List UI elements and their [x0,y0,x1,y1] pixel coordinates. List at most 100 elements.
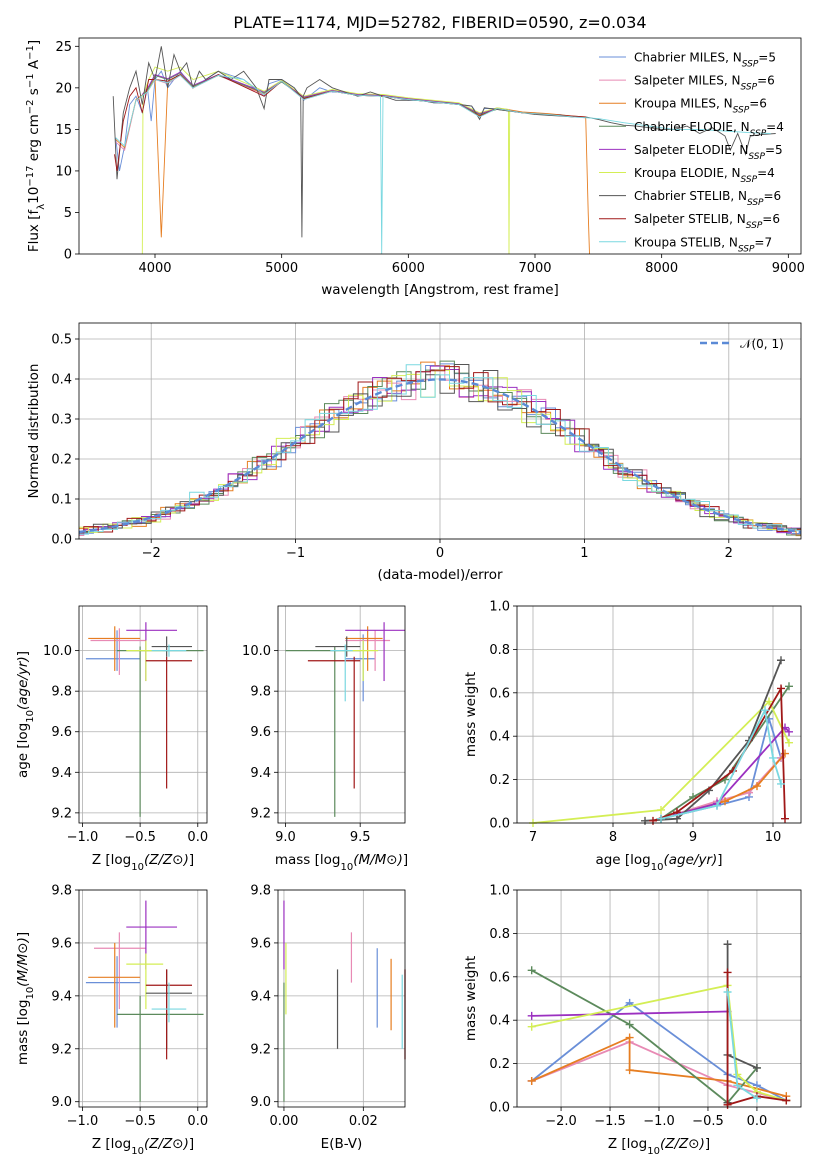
x-tick-label: 0.00 [269,1114,298,1129]
weight-series [644,659,782,822]
axes-frame [78,37,802,255]
x-axis-label: mass [log10(M/M⊙)] [275,852,408,873]
weight-marker [752,1094,761,1103]
y-axis-label: mass [log10(M/M⊙)] [15,932,36,1065]
weight-marker [723,1100,732,1109]
errorbar-point [126,953,164,1010]
y-tick-label: 0.5 [51,333,72,348]
x-tick-label: 2 [725,546,733,561]
y-tick-label: 9.8 [250,685,271,700]
y-tick-label: 9.4 [250,766,271,781]
x-tick-label: 9.5 [350,830,371,845]
spectrum-series [115,74,771,254]
x-tick-label: 6000 [392,261,425,276]
histogram-series [79,364,801,533]
y-tick-label: 0.1 [51,493,72,508]
errorbar-point [88,626,141,671]
y-tick-label: 9.6 [250,725,271,740]
y-tick-label: 9.2 [51,806,72,821]
x-tick-label: −1.0 [67,1114,99,1129]
spectrum-series [112,46,776,238]
weight-marker [782,1096,791,1105]
y-tick-label: 9.8 [51,884,72,899]
y-tick-label: 9.8 [51,685,72,700]
y-tick-label: 9.0 [250,1095,271,1110]
weight-series [532,699,790,824]
y-tick-label: 9.0 [51,1095,72,1110]
legend-label: Chabrier STELIB, NSSP=6 [634,189,781,208]
axes-frame [78,605,208,824]
errorbar-point [345,622,405,682]
x-tick-label: 8000 [645,261,678,276]
x-tick-label: 0.0 [747,1114,768,1129]
x-axis-label: age [log10(age/yr)] [595,852,722,873]
panel-weight_vs_age: 7 8 9 10 0.0 0.2 0.4 0.6 0.8 1.0 age [log10(age/yr… [463,600,802,873]
y-tick-label: 1.0 [489,600,510,615]
y-tick-label: 10.0 [242,644,271,659]
y-tick-label: 1.0 [489,884,510,899]
errorbar-point [126,900,178,970]
y-tick-label: 0.6 [489,970,510,985]
y-tick-label: 0.6 [489,686,510,701]
y-tick-label: 0.2 [489,773,510,788]
weight-marker [733,1081,742,1090]
y-tick-label: 0.0 [489,1101,510,1116]
errorbar-point [307,656,361,789]
weight-marker [753,782,761,791]
y-tick-label: 9.6 [51,725,72,740]
legend-label: Salpeter STELIB, NSSP=6 [634,212,780,231]
weight-series [726,972,787,1107]
weight-marker [625,1066,634,1075]
errorbar-point [93,932,146,1010]
x-tick-label: −1.0 [643,1114,675,1129]
x-tick-label: −1.0 [67,830,99,845]
errorbar-point [90,628,146,675]
weight-marker [713,801,721,810]
legend-label: Chabrier MILES, NSSP=5 [634,51,776,70]
x-tick-label: −1.5 [594,1114,626,1129]
y-tick-label: 0.8 [489,927,510,942]
normal-reference-curve [79,378,801,534]
x-tick-label: −2.0 [545,1114,577,1129]
legend-label: Salpeter ELODIE, NSSP=5 [634,143,783,162]
panel-age_vs_mass: 9.0 9.5 9.2 9.4 9.6 9.8 10.0 mass [log10(M/M⊙)] [242,605,408,873]
y-tick-label: 9.4 [51,766,72,781]
legend-label: Kroupa STELIB, NSSP=7 [634,235,772,254]
legend-label: Kroupa ELODIE, NSSP=4 [634,166,775,185]
y-tick-label: 9.2 [51,1042,72,1057]
x-tick-label: 1 [580,546,588,561]
y-tick-label: 0.8 [489,643,510,658]
weight-marker [625,1020,634,1029]
weight-marker [723,940,732,949]
y-tick-label: 9.8 [250,884,271,899]
errorbar-point [117,995,204,1102]
spectrum-series [115,74,586,152]
weight-marker [785,682,793,691]
spectrum-series [114,74,586,171]
axes-frame [78,322,802,540]
axes-frame [277,889,406,1108]
legend-label: 𝒩(0, 1) [740,337,784,351]
histogram-series [79,364,801,535]
weight-marker [527,1011,536,1020]
y-tick-label: 20 [55,81,72,96]
y-tick-label: 0.0 [51,533,72,548]
panel-spectrum: 4000 5000 6000 7000 8000 9000 0 5 10 15 20 25 wavele… [25,37,805,298]
y-tick-label: 0.0 [489,817,510,832]
y-tick-label: 9.2 [250,806,271,821]
x-axis-label: (data-model)/error [377,567,503,583]
y-axis-label: Flux [fλ10−17 erg cm−2 s−1 A−1] [25,40,47,252]
axes-frame [516,889,802,1108]
x-tick-label: −0.5 [124,830,156,845]
spectrum-legend: Chabrier MILES, NSSP=5 Salpeter MILES, NS… [599,51,784,254]
weight-marker [657,805,665,814]
y-axis-label: mass weight [463,956,479,1041]
weight-marker [723,987,732,996]
x-tick-label: 7000 [518,261,551,276]
weight-marker [723,968,732,977]
axes-frame [78,889,208,1108]
errorbar-point [151,636,193,657]
y-tick-label: 9.4 [250,989,271,1004]
x-tick-label: 4000 [138,261,171,276]
panel-age_vs_Z: −1.0 −0.5 0.0 9.2 9.4 9.6 9.8 10.0 Z [log10(Z/Z⊙… [15,605,208,873]
